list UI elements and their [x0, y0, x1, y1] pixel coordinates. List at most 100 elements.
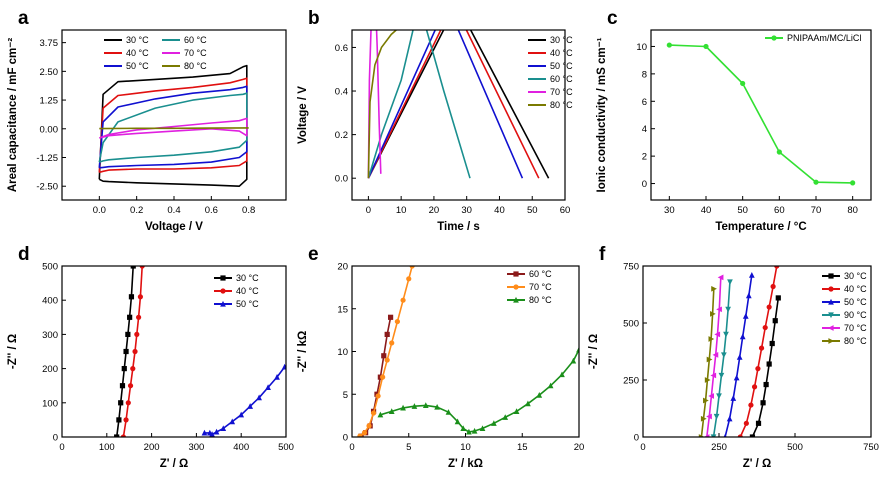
- series-group: [367, 30, 550, 179]
- legend-label: 60 °C: [529, 269, 552, 279]
- series-line-2: [367, 30, 540, 179]
- y-tick-label: 10: [337, 347, 348, 358]
- data-point: [377, 411, 384, 418]
- y-tick-label: 400: [42, 296, 58, 307]
- data-point: [737, 434, 743, 437]
- series-group: [666, 42, 856, 186]
- data-point: [127, 383, 134, 389]
- data-point: [772, 318, 778, 324]
- legend-label: 30 °C: [844, 271, 867, 281]
- data-point: [706, 356, 713, 363]
- data-point: [725, 306, 731, 313]
- data-point: [388, 408, 395, 414]
- y-tick-label: 0.00: [40, 124, 59, 135]
- data-point: [119, 383, 126, 389]
- data-point: [387, 314, 394, 320]
- x-tick-label: 400: [233, 442, 249, 453]
- y-tick-label: 0.2: [335, 130, 348, 141]
- data-point: [220, 425, 227, 432]
- data-point: [357, 433, 363, 437]
- panel-letter-c: c: [607, 8, 618, 29]
- data-point: [755, 420, 762, 426]
- plot-frame: [61, 29, 287, 201]
- data-point: [409, 266, 415, 269]
- data-point: [739, 333, 746, 340]
- legend-label: 30 °C: [126, 35, 149, 45]
- x-tick-label: 500: [278, 442, 294, 453]
- data-point: [380, 374, 386, 380]
- data-point: [703, 43, 709, 50]
- y-tick-label: -1.25: [36, 153, 58, 164]
- data-point: [760, 400, 766, 406]
- data-point: [776, 149, 782, 155]
- y-tick-label: -2.50: [36, 182, 58, 193]
- plot-frame: [61, 265, 287, 438]
- legend-label: 40 °C: [126, 48, 149, 58]
- data-point: [712, 352, 719, 358]
- legend: 30 °C 40 °C 50 °C 60 °C 70 °C 80 °C: [528, 35, 573, 110]
- y-tick-label: 0: [642, 179, 647, 190]
- legend-label: 70 °C: [529, 282, 552, 292]
- data-point: [710, 372, 717, 379]
- data-point: [389, 340, 395, 346]
- data-point: [466, 428, 472, 435]
- x-tick-label: 300: [188, 442, 204, 453]
- x-tick-label: 0: [349, 442, 354, 453]
- data-point: [134, 331, 140, 337]
- data-point: [274, 374, 280, 380]
- data-point: [570, 357, 577, 364]
- data-point: [775, 295, 781, 301]
- x-tick-label: 0.6: [205, 205, 218, 216]
- legend-marker: [220, 275, 226, 281]
- plot-frame: [351, 29, 566, 201]
- panel-d: d 0 100 200 300 400 500 0 100 200 300 400 500 Z' / Ω -…: [7, 244, 294, 470]
- legend-marker: [828, 338, 835, 344]
- series-line-5: [367, 30, 382, 179]
- legend-label: 80 °C: [529, 295, 552, 305]
- legend-label: 90 °C: [844, 310, 867, 320]
- panel-letter-e: e: [308, 244, 319, 265]
- series-group: [698, 266, 781, 437]
- data-point: [850, 180, 856, 186]
- legend-marker: [220, 288, 226, 294]
- series-line-5: [706, 277, 722, 437]
- plot-frame: [650, 29, 872, 201]
- series-line-6: [99, 127, 249, 130]
- panel-b: b 0 10 20 30 40 50 60 0.0 0.2 0.4 0.6 Time / s Voltag…: [297, 8, 573, 233]
- x-axis-label: Temperature / °C: [715, 221, 806, 233]
- data-point: [491, 420, 497, 426]
- x-tick-label: 0.4: [167, 205, 180, 216]
- series-line-2: [359, 266, 413, 437]
- y-axis-label: -Z'' / Ω: [7, 334, 19, 369]
- data-point: [381, 353, 387, 359]
- y-tick-label: 2: [642, 152, 647, 163]
- data-point: [247, 403, 254, 409]
- data-point: [366, 423, 372, 429]
- legend-label: 50 °C: [550, 61, 573, 71]
- series-line-3: [204, 366, 286, 436]
- data-point: [769, 340, 775, 347]
- legend-marker: [220, 300, 226, 307]
- x-tick-label: 0: [59, 442, 64, 453]
- y-tick-label: 15: [337, 304, 348, 315]
- series-line-1: [669, 44, 853, 184]
- data-point: [716, 393, 722, 400]
- panel-f: f 0 250 500 750 0 250 500 750 Z' / Ω -Z'' / Ω 30 °C…: [588, 244, 879, 470]
- legend-marker: [828, 298, 834, 305]
- data-point: [118, 400, 124, 406]
- y-tick-label: 750: [623, 262, 639, 273]
- data-point: [434, 403, 440, 410]
- data-point: [766, 361, 772, 367]
- y-tick-label: 0.0: [335, 174, 348, 185]
- y-tick-label: 100: [42, 398, 58, 409]
- x-tick-label: 0: [640, 442, 645, 453]
- data-point: [123, 417, 129, 423]
- data-point: [706, 413, 712, 420]
- y-tick-label: 0: [343, 433, 348, 444]
- legend-label: 70 °C: [550, 87, 573, 97]
- legend-marker: [513, 284, 519, 290]
- data-point: [265, 384, 271, 391]
- legend-label: 30 °C: [236, 273, 259, 283]
- data-point: [370, 410, 377, 416]
